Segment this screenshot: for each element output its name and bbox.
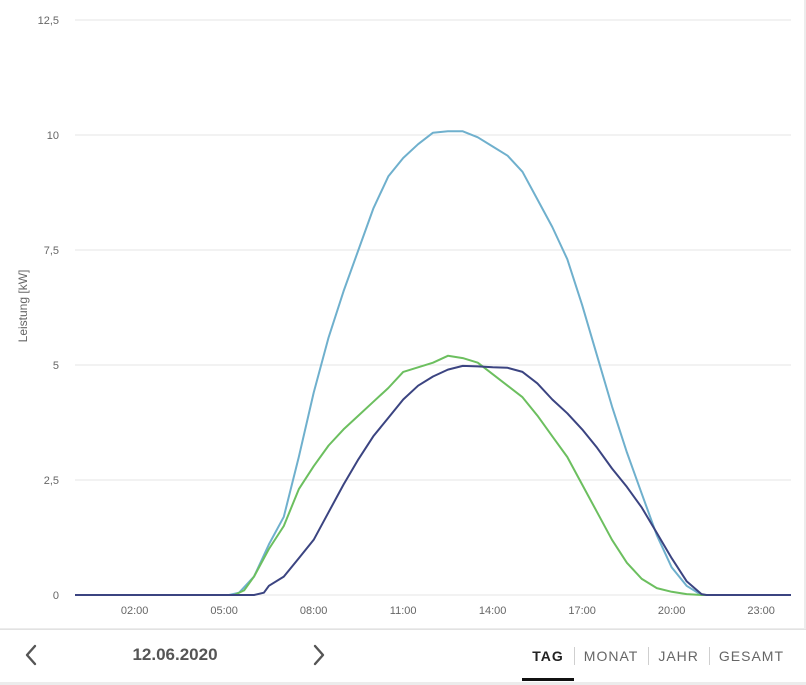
tab-gesamt[interactable]: GESAMT (708, 630, 794, 682)
chevron-left-icon (25, 644, 37, 666)
x-tick-label: 05:00 (210, 605, 238, 617)
chart-grid (75, 19, 791, 596)
y-tick-label: 0 (53, 590, 59, 602)
y-axis-label: Leistung [kW] (16, 270, 30, 343)
series-line-2 (75, 354, 791, 596)
x-axis-ticks: 02:00 05:00 08:00 11:00 14:00 17:00 20:00 23:00 (121, 605, 775, 617)
y-tick-label: 10 (47, 130, 59, 142)
y-axis-ticks: 0 2,5 5 7,5 10 12,5 (38, 15, 59, 602)
previous-day-button[interactable] (16, 640, 46, 670)
tab-monat[interactable]: MONAT (573, 630, 649, 682)
tab-jahr[interactable]: JAHR (648, 630, 709, 682)
power-line-chart: 0 2,5 5 7,5 10 12,5 02:00 05:00 08:00 11:00 14:00… (16, 15, 791, 617)
x-tick-label: 23:00 (747, 605, 775, 617)
selected-date: 12.06.2020 (132, 645, 218, 664)
x-tick-label: 17:00 (568, 605, 596, 617)
y-tick-label: 2,5 (44, 475, 59, 487)
x-tick-label: 11:00 (390, 605, 417, 617)
chevron-right-icon (313, 644, 325, 666)
period-tabs: TAG MONAT JAHR GESAMT (522, 630, 794, 682)
y-tick-label: 12,5 (38, 15, 59, 27)
x-tick-label: 02:00 (121, 605, 149, 617)
x-tick-label: 08:00 (300, 605, 328, 617)
next-day-button[interactable] (304, 640, 334, 670)
date-navigation-bar: 12.06.2020 TAG MONAT JAHR GESAMT (0, 629, 806, 682)
chart-series (75, 130, 791, 596)
series-line-3 (75, 364, 791, 596)
y-tick-label: 7,5 (44, 245, 59, 257)
y-tick-label: 5 (53, 360, 59, 372)
x-tick-label: 14:00 (479, 605, 507, 617)
tab-tag[interactable]: TAG (522, 630, 574, 682)
x-tick-label: 20:00 (658, 605, 686, 617)
chart-panel: 0 2,5 5 7,5 10 12,5 02:00 05:00 08:00 11:00 14:00… (0, 0, 804, 628)
series-line-1 (75, 130, 791, 596)
